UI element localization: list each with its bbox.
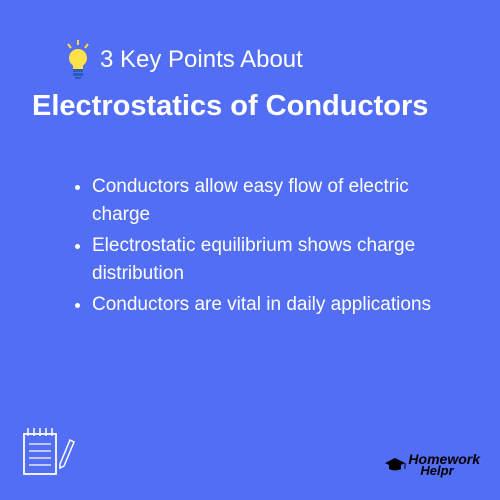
lightbulb-icon xyxy=(62,40,94,80)
notepad-icon xyxy=(20,424,76,480)
brand-logo: Homework Helpr xyxy=(384,454,480,476)
title-text: Electrostatics of Conductors xyxy=(32,90,468,123)
list-item: Electrostatic equilibrium shows charge d… xyxy=(92,232,448,287)
logo-text: Homework Helpr xyxy=(408,454,480,476)
list-item: Conductors are vital in daily applicatio… xyxy=(92,291,448,319)
subtitle-text: 3 Key Points About xyxy=(100,46,303,74)
list-item: Conductors allow easy flow of electric c… xyxy=(92,173,448,228)
graduation-cap-icon xyxy=(384,457,406,473)
logo-line2: Helpr xyxy=(420,465,480,476)
header-row: 3 Key Points About xyxy=(62,40,468,80)
key-points-list: Conductors allow easy flow of electric c… xyxy=(32,173,468,319)
infographic-card: 3 Key Points About Electrostatics of Con… xyxy=(0,0,500,500)
